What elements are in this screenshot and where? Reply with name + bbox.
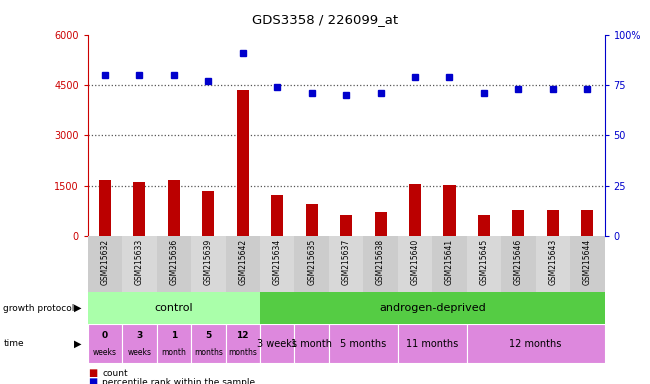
- Text: growth protocol: growth protocol: [3, 304, 75, 313]
- Text: weeks: weeks: [127, 348, 151, 357]
- Text: GSM215632: GSM215632: [101, 239, 109, 285]
- Text: GSM215634: GSM215634: [273, 239, 281, 285]
- Text: percentile rank within the sample: percentile rank within the sample: [102, 377, 255, 384]
- Text: GSM215639: GSM215639: [204, 239, 213, 285]
- Bar: [237, 90, 249, 236]
- Text: months: months: [194, 348, 223, 357]
- Text: GSM215642: GSM215642: [239, 239, 247, 285]
- Text: GDS3358 / 226099_at: GDS3358 / 226099_at: [252, 13, 398, 26]
- Text: GSM215644: GSM215644: [583, 239, 592, 285]
- Text: GSM215635: GSM215635: [307, 239, 316, 285]
- Text: ■: ■: [88, 377, 97, 384]
- Text: GSM215633: GSM215633: [135, 239, 144, 285]
- Bar: [443, 185, 456, 236]
- Text: weeks: weeks: [93, 348, 117, 357]
- Bar: [570, 236, 604, 292]
- Bar: [478, 215, 490, 236]
- Text: GSM215641: GSM215641: [445, 239, 454, 285]
- Bar: [271, 195, 283, 236]
- Text: ▶: ▶: [73, 303, 81, 313]
- Bar: [340, 215, 352, 236]
- Text: 0: 0: [102, 331, 108, 340]
- Text: count: count: [102, 369, 127, 378]
- Bar: [122, 324, 157, 363]
- Bar: [191, 236, 226, 292]
- Text: GSM215640: GSM215640: [411, 239, 419, 285]
- Bar: [294, 324, 329, 363]
- Bar: [432, 236, 467, 292]
- Text: GSM215645: GSM215645: [480, 239, 488, 285]
- Bar: [88, 236, 122, 292]
- Text: 12 months: 12 months: [510, 339, 562, 349]
- Bar: [501, 236, 536, 292]
- Text: 3: 3: [136, 331, 142, 340]
- Bar: [133, 182, 146, 236]
- Bar: [99, 180, 111, 236]
- Bar: [329, 236, 363, 292]
- Text: 12: 12: [237, 331, 249, 340]
- Bar: [467, 236, 501, 292]
- Text: ▶: ▶: [73, 339, 81, 349]
- Text: month: month: [161, 348, 187, 357]
- Text: GSM215637: GSM215637: [342, 239, 350, 285]
- Bar: [168, 180, 180, 236]
- Bar: [226, 324, 260, 363]
- Text: 11 months: 11 months: [406, 339, 458, 349]
- Bar: [398, 324, 467, 363]
- Bar: [260, 292, 604, 324]
- Bar: [467, 324, 604, 363]
- Bar: [157, 324, 191, 363]
- Bar: [157, 236, 191, 292]
- Bar: [409, 184, 421, 236]
- Text: GSM215636: GSM215636: [170, 239, 178, 285]
- Bar: [398, 236, 432, 292]
- Text: 1 month: 1 month: [291, 339, 332, 349]
- Text: ■: ■: [88, 368, 97, 378]
- Bar: [260, 236, 294, 292]
- Bar: [88, 292, 260, 324]
- Bar: [581, 210, 593, 236]
- Bar: [191, 324, 226, 363]
- Bar: [226, 236, 260, 292]
- Bar: [260, 324, 294, 363]
- Text: GSM215646: GSM215646: [514, 239, 523, 285]
- Bar: [363, 236, 398, 292]
- Bar: [202, 191, 215, 236]
- Text: 3 weeks: 3 weeks: [257, 339, 297, 349]
- Text: control: control: [155, 303, 193, 313]
- Text: GSM215638: GSM215638: [376, 239, 385, 285]
- Bar: [547, 210, 559, 236]
- Bar: [306, 204, 318, 236]
- Bar: [512, 210, 525, 236]
- Text: 1: 1: [171, 331, 177, 340]
- Text: months: months: [228, 348, 257, 357]
- Bar: [536, 236, 570, 292]
- Text: 5: 5: [205, 331, 211, 340]
- Text: 5 months: 5 months: [340, 339, 387, 349]
- Bar: [122, 236, 157, 292]
- Bar: [329, 324, 398, 363]
- Text: androgen-deprived: androgen-deprived: [379, 303, 486, 313]
- Bar: [374, 212, 387, 236]
- Text: GSM215643: GSM215643: [549, 239, 557, 285]
- Bar: [88, 324, 122, 363]
- Text: time: time: [3, 339, 24, 348]
- Bar: [294, 236, 329, 292]
